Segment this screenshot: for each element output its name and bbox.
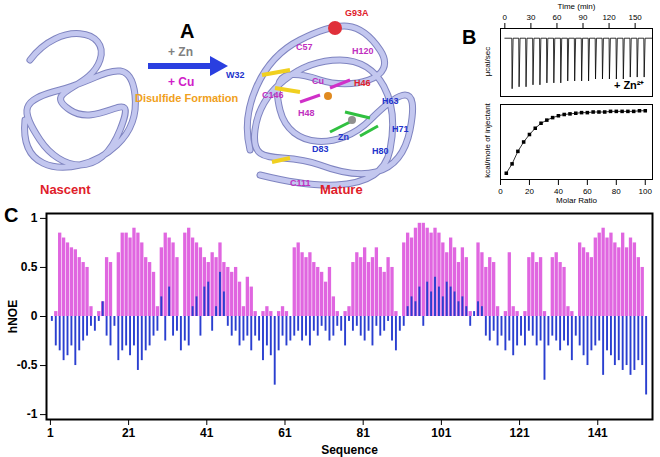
- svg-text:60: 60: [582, 187, 592, 197]
- svg-text:150: 150: [628, 13, 642, 22]
- svg-text:A: A: [180, 20, 194, 42]
- svg-text:G93A: G93A: [345, 8, 369, 18]
- svg-text:101: 101: [431, 426, 451, 440]
- svg-text:+ Zn²⁺: + Zn²⁺: [614, 79, 645, 91]
- svg-text:41: 41: [200, 426, 214, 440]
- svg-text:0: 0: [31, 309, 38, 323]
- svg-text:H48: H48: [298, 108, 315, 118]
- svg-text:0: 0: [498, 187, 503, 196]
- svg-text:-1: -1: [27, 407, 38, 421]
- svg-text:Mature: Mature: [320, 182, 363, 197]
- svg-text:0: 0: [503, 13, 508, 22]
- svg-text:Zn: Zn: [338, 132, 349, 142]
- svg-text:Time (min): Time (min): [558, 2, 596, 11]
- svg-text:Sequence: Sequence: [321, 443, 378, 457]
- html-text:μcal/sec: μcal/sec: [482, 46, 492, 77]
- svg-text:21: 21: [122, 426, 136, 440]
- svg-text:H63: H63: [382, 96, 399, 106]
- svg-text:1: 1: [47, 426, 54, 440]
- svg-text:Cu: Cu: [312, 76, 324, 86]
- svg-text:Nascent: Nascent: [40, 182, 91, 197]
- svg-text:61: 61: [278, 426, 292, 440]
- svg-text:C57: C57: [296, 42, 313, 52]
- svg-text:60: 60: [553, 13, 562, 22]
- html-text:B: B: [462, 26, 477, 48]
- svg-text:81: 81: [357, 426, 371, 440]
- svg-text:1: 1: [31, 211, 38, 225]
- svg-text:+ Cu: + Cu: [168, 75, 194, 89]
- svg-text:120: 120: [602, 13, 616, 22]
- svg-text:90: 90: [579, 13, 588, 22]
- html-text:C: C: [4, 204, 19, 226]
- svg-text:D83: D83: [312, 144, 329, 154]
- svg-text:C111: C111: [290, 178, 311, 188]
- svg-text:hNOE: hNOE: [6, 300, 20, 333]
- svg-text:20: 20: [525, 187, 534, 196]
- svg-text:40: 40: [554, 187, 563, 197]
- svg-text:100: 100: [639, 187, 653, 196]
- svg-text:W32: W32: [226, 70, 245, 80]
- svg-text:H80: H80: [372, 146, 389, 156]
- svg-text:30: 30: [526, 13, 535, 22]
- svg-text:C146: C146: [262, 90, 284, 100]
- svg-text:H71: H71: [392, 124, 409, 134]
- svg-text:-0.5: -0.5: [17, 358, 38, 372]
- svg-text:80: 80: [612, 187, 621, 196]
- svg-text:0.5: 0.5: [21, 260, 38, 274]
- svg-text:141: 141: [588, 426, 608, 440]
- html-text:kcal/mole of injectant: kcal/mole of injectant: [482, 103, 492, 178]
- svg-text:H120: H120: [352, 46, 374, 56]
- svg-text:Disulfide Formation: Disulfide Formation: [135, 92, 239, 104]
- svg-text:Molar Ratio: Molar Ratio: [556, 196, 597, 205]
- svg-text:121: 121: [510, 426, 530, 440]
- svg-text:+ Zn: + Zn: [168, 45, 193, 59]
- svg-text:H46: H46: [354, 78, 371, 88]
